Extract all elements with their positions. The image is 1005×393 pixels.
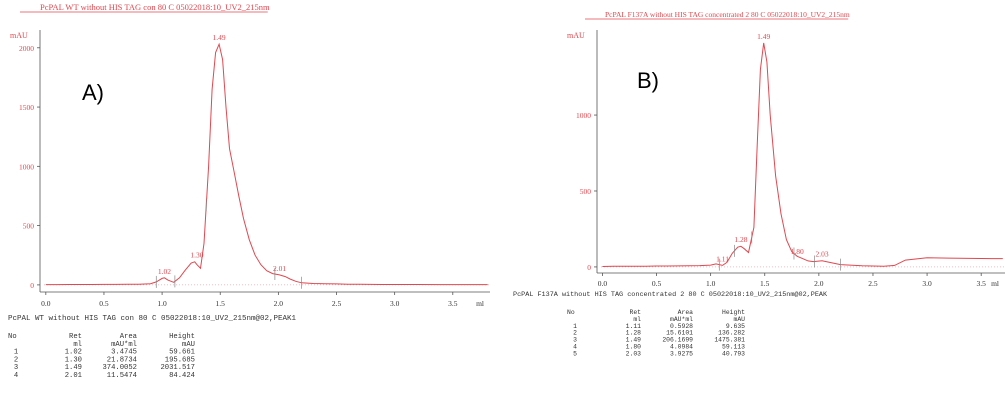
x-tick-label: 2.5: [868, 279, 878, 288]
chromatogram-panel-a: PcPAL WT without HIS TAG con 80 C 050220…: [0, 0, 500, 388]
table-cell: 59.113: [722, 344, 745, 351]
x-axis-label: ml: [476, 299, 484, 308]
table-cell: 1.49: [626, 337, 642, 344]
table-header: No: [8, 333, 17, 341]
peak-label: 2.01: [273, 264, 286, 273]
table-header: Area: [678, 309, 694, 316]
table-cell: 3.4745: [111, 349, 137, 357]
table-cell: 374.0052: [102, 364, 137, 372]
table-cell: 2: [573, 330, 577, 337]
x-tick-label: 2.0: [274, 299, 284, 308]
table-cell: 59.661: [169, 349, 195, 357]
x-tick-label: 1.0: [157, 299, 167, 308]
table-cell: 4: [573, 344, 577, 351]
table-unit: ml: [633, 316, 641, 323]
x-tick-label: 3.0: [390, 299, 400, 308]
peak-label: 1.11: [716, 254, 729, 263]
table-header: Ret: [69, 333, 82, 341]
chart-title: PcPAL WT without HIS TAG con 80 C 050220…: [40, 2, 270, 12]
x-tick-label: 1.0: [706, 279, 716, 288]
table-unit: mAU: [182, 341, 195, 349]
chart-title: PcPAL F137A without HIS TAG concentrated…: [605, 10, 850, 19]
table-cell: 15.6101: [666, 330, 693, 337]
table-cell: 5: [573, 350, 577, 357]
y-tick-label: 0: [587, 263, 591, 272]
panel-letter: A): [82, 80, 104, 105]
y-tick-label: 1500: [19, 103, 34, 112]
x-tick-label: 2.0: [814, 279, 824, 288]
x-tick-label: 2.5: [332, 299, 342, 308]
peak-label: 1.30: [190, 251, 203, 260]
table-cell: 1: [14, 349, 18, 357]
x-tick-label: 0.5: [652, 279, 662, 288]
y-tick-label: 1000: [576, 111, 591, 120]
table-cell: 206.1699: [662, 337, 693, 344]
chromatogram-panel-b: PcPAL F137A without HIS TAG concentrated…: [505, 0, 1005, 388]
chromatogram-a-svg: PcPAL WT without HIS TAG con 80 C 050220…: [8, 2, 490, 380]
y-axis-label: mAU: [567, 31, 585, 40]
x-tick-label: 3.5: [448, 299, 458, 308]
table-header: No: [567, 309, 575, 316]
table-cell: 40.793: [722, 350, 745, 357]
peak-label: 1.80: [791, 247, 804, 256]
peak-label: 2.03: [816, 250, 829, 259]
table-unit: mAU*ml: [111, 341, 137, 349]
table-unit: mAU: [733, 316, 745, 323]
table-header: Height: [169, 333, 195, 341]
table-cell: 136.282: [718, 330, 745, 337]
table-cell: 1.49: [65, 364, 82, 372]
table-cell: 11.5474: [107, 372, 137, 380]
peak-label: 1.02: [158, 267, 171, 276]
peak-label: 1.49: [213, 33, 226, 42]
table-cell: 4: [14, 372, 18, 380]
y-tick-label: 2000: [19, 44, 34, 53]
chromatogram-trace: [45, 42, 488, 286]
chromatogram-b-svg: PcPAL F137A without HIS TAG concentrated…: [513, 10, 1005, 357]
table-unit: mAU*ml: [670, 316, 693, 323]
peak-label: 1.28: [734, 235, 747, 244]
chart-footer: PcPAL F137A without HIS TAG concentrated…: [513, 291, 828, 299]
x-tick-label: 1.5: [216, 299, 226, 308]
table-header: Ret: [629, 309, 641, 316]
table-cell: 0.5928: [670, 323, 693, 330]
table-cell: 1.30: [65, 356, 82, 364]
table-cell: 84.424: [169, 372, 195, 380]
x-tick-label: 0.0: [41, 299, 51, 308]
table-cell: 2: [14, 356, 18, 364]
table-cell: 4.0984: [670, 344, 693, 351]
table-cell: 3.9275: [670, 350, 693, 357]
table-cell: 3: [14, 364, 18, 372]
y-tick-label: 0: [30, 281, 34, 290]
table-header: Height: [722, 309, 745, 316]
table-cell: 2.03: [626, 350, 642, 357]
table-unit: ml: [73, 341, 82, 349]
table-cell: 3: [573, 337, 577, 344]
x-axis-label: ml: [991, 279, 999, 288]
table-header: Area: [120, 333, 138, 341]
x-tick-label: 1.5: [760, 279, 770, 288]
x-tick-label: 3.0: [922, 279, 932, 288]
peak-label: 1.49: [757, 32, 770, 41]
table-cell: 21.8734: [107, 356, 137, 364]
x-tick-label: 0.5: [99, 299, 109, 308]
y-axis-label: mAU: [10, 31, 28, 40]
table-cell: 1.11: [626, 323, 642, 330]
y-tick-label: 500: [23, 222, 35, 231]
table-cell: 2031.517: [160, 364, 195, 372]
table-cell: 1.02: [65, 349, 82, 357]
chromatogram-trace: [602, 42, 1003, 267]
x-tick-label: 3.5: [977, 279, 987, 288]
chart-footer: PcPAL WT without HIS TAG con 80 C 050220…: [8, 315, 297, 323]
table-cell: 1: [573, 323, 577, 330]
table-cell: 195.685: [165, 356, 195, 364]
table-cell: 1.80: [626, 344, 642, 351]
table-cell: 1475.381: [714, 337, 745, 344]
y-tick-label: 500: [580, 187, 592, 196]
y-tick-label: 1000: [19, 162, 34, 171]
panel-letter: B): [637, 68, 659, 93]
table-cell: 2.01: [65, 372, 82, 380]
x-tick-label: 0.0: [598, 279, 608, 288]
table-cell: 1.28: [626, 330, 642, 337]
table-cell: 9.635: [726, 323, 745, 330]
